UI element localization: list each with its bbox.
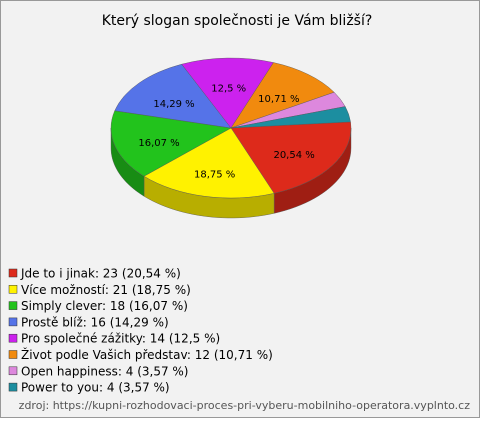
legend-swatch (8, 350, 18, 359)
legend-label: Power to you: 4 (3,57 %) (21, 381, 170, 395)
legend-label: Více možností: 21 (18,75 %) (21, 283, 191, 297)
legend-swatch (8, 333, 18, 343)
legend-swatch (8, 285, 18, 294)
chart-title: Který slogan společnosti je Vám bližší? (102, 13, 373, 29)
legend-label: Open happiness: 4 (3,57 %) (21, 364, 189, 378)
slice-label: 16,07 % (138, 138, 179, 149)
pie-slice (230, 121, 352, 194)
legend-label: Simply clever: 18 (16,07 %) (21, 299, 188, 313)
legend-swatch (8, 268, 18, 278)
slice-label: 12,5 % (211, 84, 246, 95)
legend-swatch (8, 366, 18, 376)
legend-swatch (8, 382, 18, 392)
slice-label: 10,71 % (258, 94, 299, 105)
pie-slice (114, 63, 232, 129)
pie-slice (143, 127, 275, 199)
slice-label: 18,75 % (194, 169, 235, 180)
pie-slice (230, 62, 335, 129)
pie-slice (110, 110, 232, 177)
legend-swatch (8, 317, 18, 327)
pie-slice (181, 57, 274, 129)
legend-label: Jde to i jinak: 23 (20,54 %) (20, 267, 181, 281)
pie-slice (230, 106, 351, 129)
legend-label: Prostě blíž: 16 (14,29 %) (21, 315, 169, 329)
source: zdroj: https://kupni-rozhodovaci-proces-… (19, 399, 471, 412)
legend-label: Život podle Vašich představ: 12 (10,71 %… (21, 347, 273, 362)
legend-label: Pro společné zážitky: 14 (12,5 %) (21, 332, 220, 346)
slice-label: 20,54 % (273, 150, 314, 161)
legend-swatch (8, 301, 18, 310)
slice-label: 14,29 % (153, 99, 194, 110)
